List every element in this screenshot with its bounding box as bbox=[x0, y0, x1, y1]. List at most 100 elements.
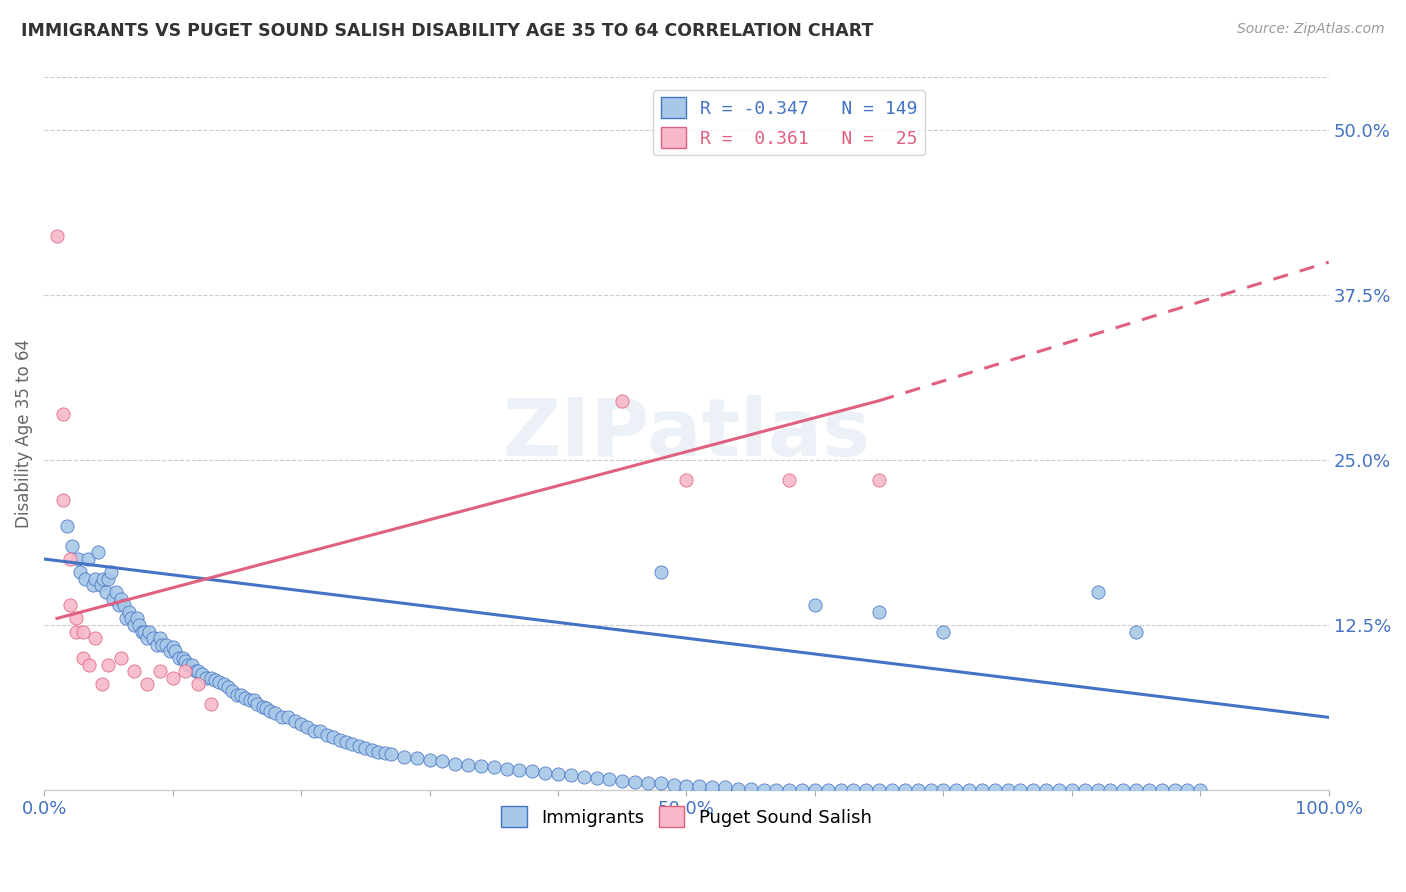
Point bbox=[765, 783, 787, 797]
Point bbox=[650, 565, 672, 579]
Point bbox=[880, 783, 903, 797]
Point bbox=[457, 757, 479, 772]
Point bbox=[868, 605, 890, 619]
Point bbox=[342, 737, 364, 751]
Point bbox=[112, 598, 135, 612]
Point bbox=[572, 770, 595, 784]
Point bbox=[115, 611, 138, 625]
Point bbox=[1163, 783, 1185, 797]
Point bbox=[97, 572, 120, 586]
Point bbox=[135, 677, 157, 691]
Point bbox=[1189, 783, 1212, 797]
Point bbox=[1087, 783, 1109, 797]
Point bbox=[121, 611, 143, 625]
Point bbox=[204, 673, 226, 688]
Point bbox=[392, 750, 415, 764]
Point bbox=[90, 578, 112, 592]
Point bbox=[482, 760, 505, 774]
Point bbox=[162, 640, 184, 655]
Point bbox=[367, 745, 389, 759]
Point bbox=[233, 690, 256, 705]
Point bbox=[997, 783, 1019, 797]
Point bbox=[688, 779, 710, 793]
Point bbox=[700, 780, 723, 795]
Point bbox=[131, 624, 153, 639]
Text: ZIPatlas: ZIPatlas bbox=[502, 394, 870, 473]
Point bbox=[239, 693, 262, 707]
Point bbox=[637, 776, 659, 790]
Point bbox=[302, 723, 325, 738]
Point bbox=[90, 677, 112, 691]
Point bbox=[957, 783, 980, 797]
Point bbox=[547, 767, 569, 781]
Point bbox=[284, 714, 307, 729]
Point bbox=[727, 781, 749, 796]
Point bbox=[347, 739, 370, 754]
Point bbox=[94, 585, 117, 599]
Point bbox=[150, 638, 173, 652]
Point bbox=[662, 778, 685, 792]
Point bbox=[374, 746, 396, 760]
Point bbox=[200, 671, 222, 685]
Point bbox=[508, 763, 530, 777]
Point bbox=[259, 704, 281, 718]
Point bbox=[146, 638, 169, 652]
Point bbox=[675, 473, 697, 487]
Point bbox=[180, 657, 202, 672]
Point bbox=[1073, 783, 1095, 797]
Point bbox=[105, 585, 128, 599]
Point bbox=[560, 768, 582, 782]
Point bbox=[932, 783, 955, 797]
Point bbox=[418, 753, 440, 767]
Point bbox=[59, 552, 82, 566]
Point bbox=[522, 764, 544, 779]
Point bbox=[87, 545, 110, 559]
Point bbox=[945, 783, 967, 797]
Point bbox=[1060, 783, 1083, 797]
Point bbox=[72, 651, 94, 665]
Point bbox=[714, 780, 737, 795]
Point bbox=[212, 677, 235, 691]
Point bbox=[52, 492, 75, 507]
Point bbox=[167, 651, 190, 665]
Point bbox=[75, 572, 97, 586]
Point bbox=[217, 680, 239, 694]
Point bbox=[907, 783, 929, 797]
Point bbox=[84, 631, 107, 645]
Point bbox=[65, 624, 87, 639]
Point bbox=[1010, 783, 1032, 797]
Point bbox=[752, 783, 775, 797]
Point bbox=[56, 519, 79, 533]
Point bbox=[297, 720, 319, 734]
Point bbox=[778, 783, 800, 797]
Point bbox=[1022, 783, 1045, 797]
Point bbox=[194, 671, 217, 685]
Point bbox=[894, 783, 917, 797]
Point bbox=[165, 644, 187, 658]
Point bbox=[122, 618, 145, 632]
Point bbox=[868, 783, 890, 797]
Point bbox=[149, 631, 172, 645]
Point bbox=[135, 631, 157, 645]
Point bbox=[650, 776, 672, 790]
Point bbox=[322, 730, 344, 744]
Point bbox=[125, 611, 148, 625]
Point bbox=[149, 664, 172, 678]
Point bbox=[60, 539, 83, 553]
Point bbox=[1099, 783, 1122, 797]
Point bbox=[1137, 783, 1160, 797]
Point bbox=[69, 565, 91, 579]
Point bbox=[225, 688, 247, 702]
Point bbox=[612, 393, 634, 408]
Point bbox=[97, 657, 120, 672]
Point bbox=[242, 693, 264, 707]
Point bbox=[778, 473, 800, 487]
Point bbox=[790, 783, 813, 797]
Point bbox=[624, 775, 647, 789]
Point bbox=[82, 578, 104, 592]
Point bbox=[612, 773, 634, 788]
Point bbox=[1112, 783, 1135, 797]
Point bbox=[1177, 783, 1199, 797]
Point bbox=[804, 783, 827, 797]
Point bbox=[335, 735, 357, 749]
